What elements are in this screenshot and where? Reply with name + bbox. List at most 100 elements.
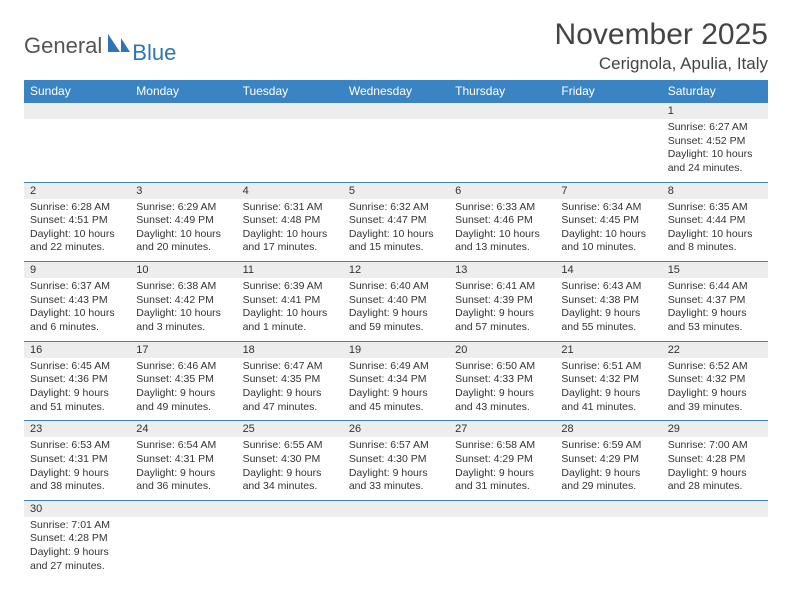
day-detail-cell: Sunrise: 6:50 AMSunset: 4:33 PMDaylight:… bbox=[449, 358, 555, 421]
day-number-cell: 20 bbox=[449, 341, 555, 358]
sunset-text: Sunset: 4:31 PM bbox=[30, 453, 124, 467]
day-detail-cell: Sunrise: 6:51 AMSunset: 4:32 PMDaylight:… bbox=[555, 358, 661, 421]
day-number-cell: 1 bbox=[662, 103, 768, 120]
day-number-cell: 9 bbox=[24, 262, 130, 279]
day-detail-cell: Sunrise: 6:28 AMSunset: 4:51 PMDaylight:… bbox=[24, 199, 130, 262]
sunrise-text: Sunrise: 6:59 AM bbox=[561, 439, 655, 453]
daylight-text: Daylight: 10 hours and 13 minutes. bbox=[455, 228, 549, 255]
sunrise-text: Sunrise: 6:34 AM bbox=[561, 201, 655, 215]
daylight-text: Daylight: 10 hours and 10 minutes. bbox=[561, 228, 655, 255]
day-detail-cell: Sunrise: 6:47 AMSunset: 4:35 PMDaylight:… bbox=[237, 358, 343, 421]
weekday-header: Wednesday bbox=[343, 80, 449, 103]
day-detail-cell: Sunrise: 6:46 AMSunset: 4:35 PMDaylight:… bbox=[130, 358, 236, 421]
sunrise-text: Sunrise: 6:49 AM bbox=[349, 360, 443, 374]
sunset-text: Sunset: 4:30 PM bbox=[349, 453, 443, 467]
daylight-text: Daylight: 10 hours and 17 minutes. bbox=[243, 228, 337, 255]
day-detail-cell bbox=[555, 119, 661, 182]
day-detail-cell bbox=[343, 517, 449, 580]
day-detail-row: Sunrise: 7:01 AMSunset: 4:28 PMDaylight:… bbox=[24, 517, 768, 580]
weekday-header: Tuesday bbox=[237, 80, 343, 103]
day-detail-cell: Sunrise: 6:43 AMSunset: 4:38 PMDaylight:… bbox=[555, 278, 661, 341]
day-number-cell: 30 bbox=[24, 500, 130, 517]
sunset-text: Sunset: 4:29 PM bbox=[561, 453, 655, 467]
day-number-row: 9101112131415 bbox=[24, 262, 768, 279]
sunrise-text: Sunrise: 6:41 AM bbox=[455, 280, 549, 294]
day-number-cell: 6 bbox=[449, 182, 555, 199]
day-number-cell: 19 bbox=[343, 341, 449, 358]
day-detail-cell: Sunrise: 6:41 AMSunset: 4:39 PMDaylight:… bbox=[449, 278, 555, 341]
day-number-cell: 13 bbox=[449, 262, 555, 279]
day-detail-cell bbox=[555, 517, 661, 580]
weekday-header: Saturday bbox=[662, 80, 768, 103]
day-number-cell: 25 bbox=[237, 421, 343, 438]
day-number-cell: 16 bbox=[24, 341, 130, 358]
day-number-cell: 21 bbox=[555, 341, 661, 358]
sunset-text: Sunset: 4:45 PM bbox=[561, 214, 655, 228]
daylight-text: Daylight: 10 hours and 1 minute. bbox=[243, 307, 337, 334]
weekday-header: Sunday bbox=[24, 80, 130, 103]
daylight-text: Daylight: 9 hours and 53 minutes. bbox=[668, 307, 762, 334]
sunset-text: Sunset: 4:46 PM bbox=[455, 214, 549, 228]
day-detail-cell: Sunrise: 6:27 AMSunset: 4:52 PMDaylight:… bbox=[662, 119, 768, 182]
sunset-text: Sunset: 4:37 PM bbox=[668, 294, 762, 308]
sunrise-text: Sunrise: 6:43 AM bbox=[561, 280, 655, 294]
day-number-row: 2345678 bbox=[24, 182, 768, 199]
day-number-cell: 7 bbox=[555, 182, 661, 199]
day-detail-cell bbox=[237, 119, 343, 182]
day-number-cell: 2 bbox=[24, 182, 130, 199]
sunset-text: Sunset: 4:48 PM bbox=[243, 214, 337, 228]
weekday-header: Friday bbox=[555, 80, 661, 103]
day-detail-cell: Sunrise: 7:00 AMSunset: 4:28 PMDaylight:… bbox=[662, 437, 768, 500]
sunrise-text: Sunrise: 6:58 AM bbox=[455, 439, 549, 453]
daylight-text: Daylight: 9 hours and 59 minutes. bbox=[349, 307, 443, 334]
sunrise-text: Sunrise: 6:40 AM bbox=[349, 280, 443, 294]
daylight-text: Daylight: 9 hours and 28 minutes. bbox=[668, 467, 762, 494]
logo-text-blue: Blue bbox=[132, 40, 176, 66]
day-detail-cell bbox=[449, 119, 555, 182]
daylight-text: Daylight: 10 hours and 24 minutes. bbox=[668, 148, 762, 175]
daylight-text: Daylight: 10 hours and 20 minutes. bbox=[136, 228, 230, 255]
sunset-text: Sunset: 4:36 PM bbox=[30, 373, 124, 387]
day-detail-row: Sunrise: 6:27 AMSunset: 4:52 PMDaylight:… bbox=[24, 119, 768, 182]
day-number-cell: 11 bbox=[237, 262, 343, 279]
day-number-cell: 12 bbox=[343, 262, 449, 279]
day-number-cell: 4 bbox=[237, 182, 343, 199]
day-detail-cell: Sunrise: 6:57 AMSunset: 4:30 PMDaylight:… bbox=[343, 437, 449, 500]
day-detail-cell bbox=[130, 119, 236, 182]
day-number-cell bbox=[237, 103, 343, 120]
day-number-cell bbox=[24, 103, 130, 120]
sunset-text: Sunset: 4:38 PM bbox=[561, 294, 655, 308]
day-number-row: 30 bbox=[24, 500, 768, 517]
sunrise-text: Sunrise: 6:44 AM bbox=[668, 280, 762, 294]
sunset-text: Sunset: 4:34 PM bbox=[349, 373, 443, 387]
sunrise-text: Sunrise: 6:27 AM bbox=[668, 121, 762, 135]
logo-sail-icon bbox=[106, 32, 132, 59]
daylight-text: Daylight: 10 hours and 22 minutes. bbox=[30, 228, 124, 255]
day-number-cell: 28 bbox=[555, 421, 661, 438]
sunset-text: Sunset: 4:31 PM bbox=[136, 453, 230, 467]
day-detail-cell: Sunrise: 6:58 AMSunset: 4:29 PMDaylight:… bbox=[449, 437, 555, 500]
sunrise-text: Sunrise: 6:37 AM bbox=[30, 280, 124, 294]
sunrise-text: Sunrise: 6:52 AM bbox=[668, 360, 762, 374]
sunset-text: Sunset: 4:35 PM bbox=[136, 373, 230, 387]
daylight-text: Daylight: 9 hours and 27 minutes. bbox=[30, 546, 124, 573]
day-number-cell: 22 bbox=[662, 341, 768, 358]
month-title: November 2025 bbox=[555, 18, 768, 52]
sunrise-text: Sunrise: 6:32 AM bbox=[349, 201, 443, 215]
sunrise-text: Sunrise: 7:01 AM bbox=[30, 519, 124, 533]
day-detail-cell: Sunrise: 6:38 AMSunset: 4:42 PMDaylight:… bbox=[130, 278, 236, 341]
sunrise-text: Sunrise: 6:46 AM bbox=[136, 360, 230, 374]
day-number-cell bbox=[449, 500, 555, 517]
weekday-header: Monday bbox=[130, 80, 236, 103]
day-number-cell: 8 bbox=[662, 182, 768, 199]
sunset-text: Sunset: 4:33 PM bbox=[455, 373, 549, 387]
sunset-text: Sunset: 4:30 PM bbox=[243, 453, 337, 467]
day-number-cell: 17 bbox=[130, 341, 236, 358]
sunset-text: Sunset: 4:32 PM bbox=[668, 373, 762, 387]
title-block: November 2025 Cerignola, Apulia, Italy bbox=[555, 18, 768, 74]
day-number-cell bbox=[130, 500, 236, 517]
day-number-row: 16171819202122 bbox=[24, 341, 768, 358]
day-number-cell: 27 bbox=[449, 421, 555, 438]
day-number-cell: 18 bbox=[237, 341, 343, 358]
day-number-cell: 24 bbox=[130, 421, 236, 438]
